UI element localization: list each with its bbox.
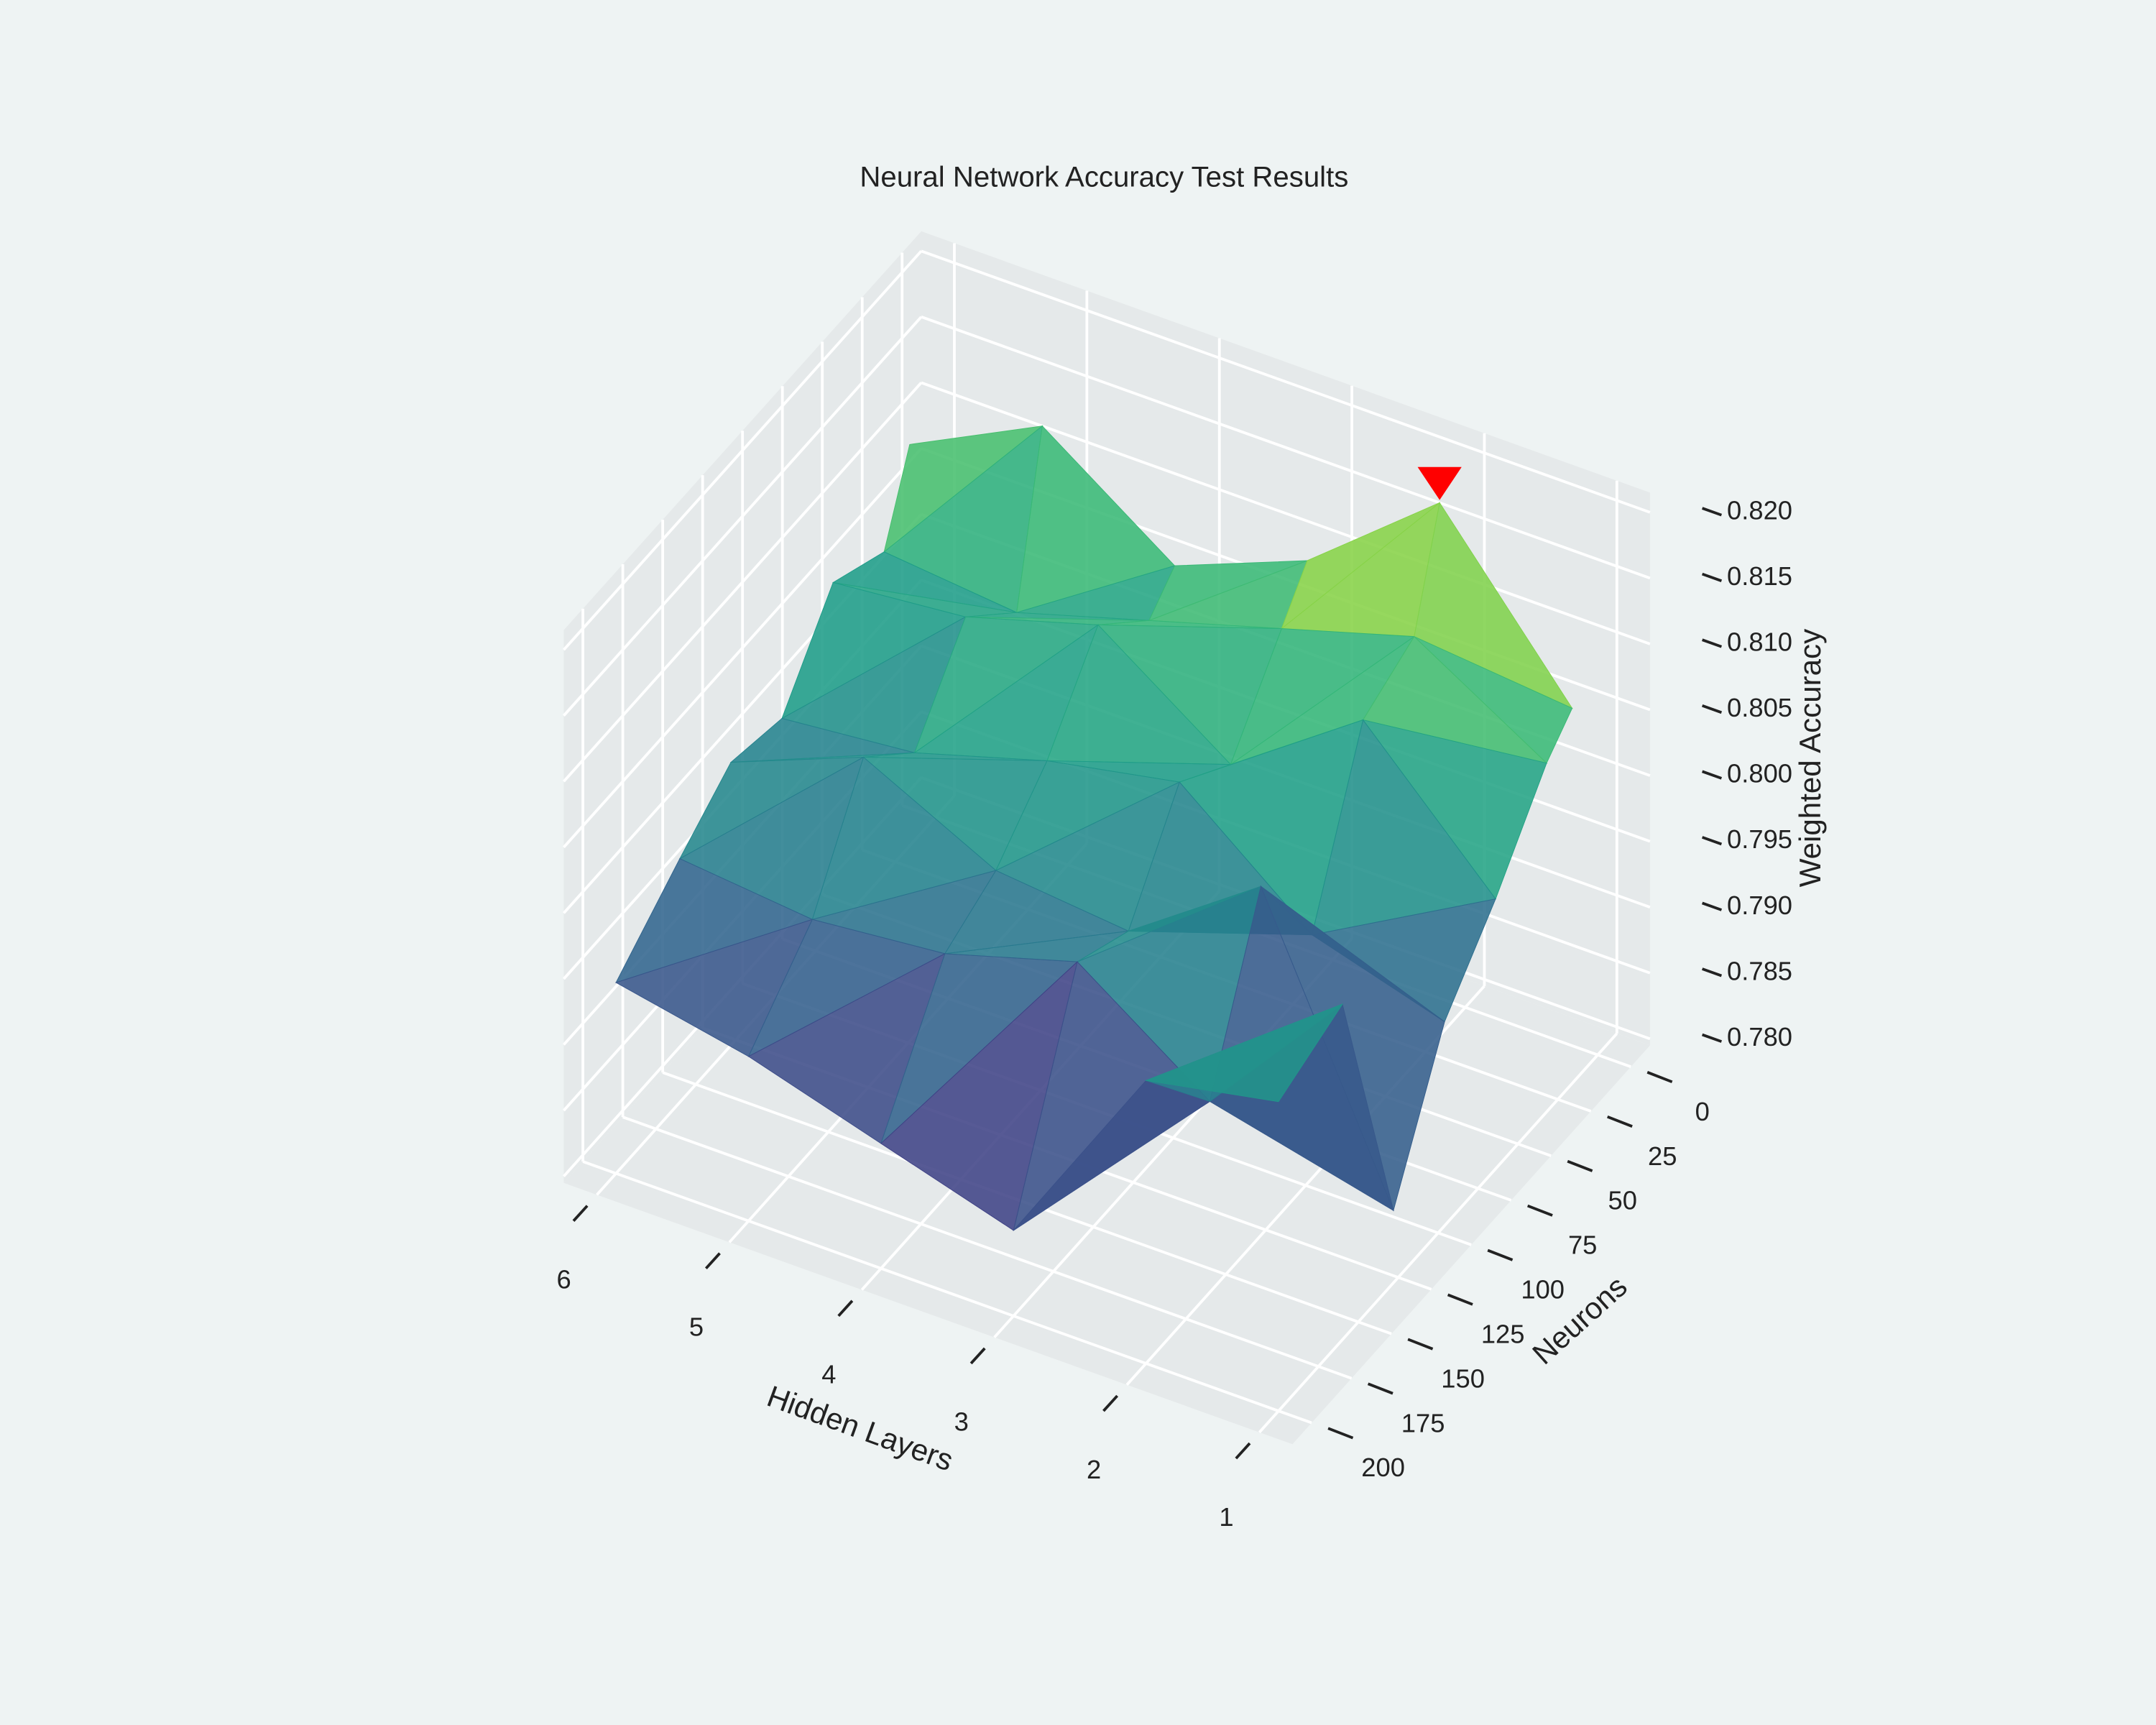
x-tick-label: 6 xyxy=(557,1264,571,1294)
tick-mark xyxy=(572,1205,589,1222)
best-marker xyxy=(1417,466,1462,500)
y-tick-label: 75 xyxy=(1568,1230,1597,1260)
tick-mark xyxy=(1701,770,1723,780)
tick-mark xyxy=(1526,1204,1553,1217)
surface-facet xyxy=(1144,1003,1344,1103)
y-tick-label: 25 xyxy=(1648,1141,1677,1171)
tick-mark xyxy=(704,1252,721,1270)
tick-mark xyxy=(1235,1442,1251,1460)
z-tick-label: 0.795 xyxy=(1727,824,1792,854)
tick-mark xyxy=(1607,1115,1633,1128)
chart-title: Neural Network Accuracy Test Results xyxy=(860,161,1348,193)
x-tick-label: 2 xyxy=(1087,1455,1101,1484)
grid-line xyxy=(563,250,923,651)
tick-mark xyxy=(1701,967,1723,978)
z-tick-label: 0.785 xyxy=(1727,956,1792,985)
tick-mark xyxy=(1701,1033,1723,1043)
y-tick-label: 0 xyxy=(1695,1097,1710,1126)
grid-line xyxy=(622,1116,1353,1380)
grid-line xyxy=(921,249,1651,514)
tick-mark xyxy=(1407,1338,1434,1351)
tick-mark xyxy=(1327,1427,1354,1440)
y-tick-label: 150 xyxy=(1441,1363,1485,1393)
grid-line xyxy=(582,1160,1312,1425)
y-tick-label: 175 xyxy=(1401,1408,1445,1438)
z-tick-label: 0.780 xyxy=(1727,1022,1792,1052)
grid-line xyxy=(563,447,923,849)
grid-line xyxy=(563,316,923,717)
x-tick-label: 5 xyxy=(689,1312,704,1342)
tick-mark xyxy=(1567,1159,1593,1172)
tick-mark xyxy=(1701,572,1723,582)
z-tick-label: 0.820 xyxy=(1727,495,1792,525)
tick-mark xyxy=(1102,1394,1119,1412)
tick-mark xyxy=(1646,1071,1673,1084)
grid-line xyxy=(563,382,923,783)
tick-mark xyxy=(969,1347,986,1365)
x-tick-label: 3 xyxy=(954,1407,969,1437)
tick-mark xyxy=(1701,507,1723,517)
tick-mark xyxy=(1447,1293,1473,1306)
z-tick-label: 0.810 xyxy=(1727,627,1792,657)
z-tick-label: 0.805 xyxy=(1727,693,1792,722)
z-tick-label: 0.790 xyxy=(1727,891,1792,920)
y-tick-label: 50 xyxy=(1608,1186,1637,1215)
tick-mark xyxy=(1701,901,1723,911)
tick-mark xyxy=(1367,1382,1393,1395)
y-tick-label: 200 xyxy=(1361,1453,1405,1482)
tick-mark xyxy=(837,1300,854,1317)
y-tick-label: 125 xyxy=(1481,1319,1525,1348)
grid-line xyxy=(921,316,1651,580)
y-tick-label: 100 xyxy=(1521,1275,1565,1305)
tick-mark xyxy=(1701,836,1723,846)
tick-mark xyxy=(1487,1248,1514,1261)
z-axis-title: Weighted Accuracy xyxy=(1793,629,1827,887)
z-tick-label: 0.800 xyxy=(1727,759,1792,788)
x-tick-label: 4 xyxy=(821,1360,836,1389)
x-tick-label: 1 xyxy=(1219,1502,1233,1532)
tick-mark xyxy=(1701,704,1723,714)
tick-mark xyxy=(1701,638,1723,648)
z-tick-label: 0.815 xyxy=(1727,561,1792,591)
